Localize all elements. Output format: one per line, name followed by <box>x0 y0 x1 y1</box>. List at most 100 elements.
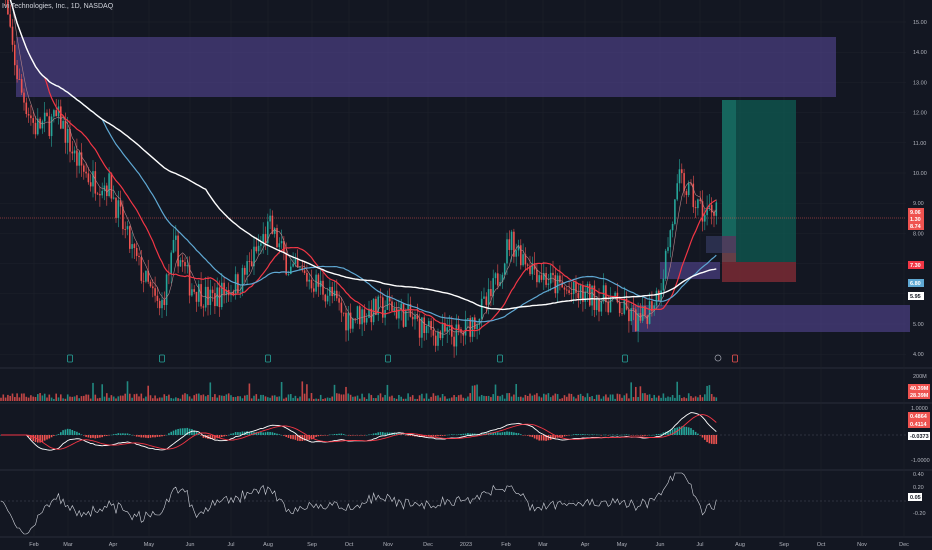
volume-bar <box>377 395 379 401</box>
macd-histogram-bar <box>117 433 120 435</box>
moving-averages[interactable] <box>1 0 717 335</box>
candle-body <box>313 288 315 292</box>
volume-bar <box>108 397 110 401</box>
time-axis[interactable]: Feb Mar Apr May Jun Jul Aug Sep Oct Nov Dec 2023 Feb… <box>29 542 909 548</box>
volume-bar <box>278 396 281 401</box>
ma-fast-line <box>9 0 717 333</box>
volume-bar <box>538 396 540 401</box>
macd-histogram-bar <box>32 435 34 441</box>
candle-body <box>234 274 237 295</box>
candle-body <box>352 318 354 329</box>
position-target-progress[interactable] <box>722 100 736 236</box>
support-zone-lower[interactable] <box>632 305 910 332</box>
macd-histogram-bar <box>409 435 412 436</box>
event-icon <box>497 354 503 363</box>
candle-body <box>361 309 363 325</box>
event-markers[interactable] <box>67 354 738 363</box>
candle-body <box>522 254 524 266</box>
macd-histogram-bar <box>0 435 2 436</box>
macd-histogram-bar <box>306 435 308 441</box>
volume-bar <box>211 397 214 401</box>
oscillator-line[interactable] <box>0 472 906 535</box>
oscillator-axis[interactable]: 0.40 0.20 -0.20 0.05 <box>908 472 926 517</box>
candle-body <box>402 303 405 327</box>
macd-histogram-bar <box>308 435 310 440</box>
macd-histogram-bar <box>313 435 315 439</box>
candle-body <box>253 246 255 267</box>
volume-bar <box>639 386 642 401</box>
volume-bar <box>181 394 184 401</box>
volume-bar <box>453 395 455 401</box>
macd-histogram-bar <box>193 430 195 435</box>
macd-histogram-bar <box>76 431 78 435</box>
macd-histogram-bar <box>602 434 605 436</box>
candle-body <box>48 116 51 137</box>
candle-body <box>706 207 708 216</box>
price-tag: 8.74 <box>908 222 924 230</box>
volume-bar <box>554 393 557 401</box>
candle-body <box>126 226 129 230</box>
volume-bar <box>87 394 90 401</box>
volume-bar <box>186 394 189 401</box>
price-axis[interactable]: 17.0016.0015.0014.0013.0012.0011.0010.00… <box>908 0 927 358</box>
volume-bar <box>536 393 538 401</box>
macd-axis[interactable]: 1.0000 -1.0000 0.4864 0.4114 -0.0373 <box>908 406 930 464</box>
candle-body <box>96 193 99 195</box>
candle-body <box>623 298 626 314</box>
macd-tag-label: -0.0373 <box>910 434 929 440</box>
volume-bar <box>306 384 308 401</box>
time-axis-label: Feb <box>29 542 38 548</box>
volume-bar <box>317 398 320 401</box>
candle-body <box>310 279 313 289</box>
volume-bar <box>280 382 283 401</box>
volume-bar <box>434 395 437 401</box>
macd-histogram-bar <box>326 435 329 436</box>
candle-body <box>11 26 14 45</box>
volume-bar <box>101 384 103 401</box>
position-entry-marker[interactable] <box>706 236 736 253</box>
candle-body <box>322 280 324 295</box>
candle-body <box>556 275 559 294</box>
resistance-zone-upper[interactable] <box>16 37 836 97</box>
candle-body <box>405 310 407 327</box>
candle-body <box>664 250 667 279</box>
macd-histogram-bar <box>145 435 147 438</box>
price-tick-label: 10.00 <box>913 171 927 177</box>
macd-histogram-bar <box>262 432 264 435</box>
time-axis-label: Oct <box>345 542 354 548</box>
volume-bar <box>135 393 138 401</box>
volume-bar <box>678 394 681 401</box>
volume-bar <box>400 396 402 401</box>
candle-body <box>487 289 490 305</box>
candle-body <box>108 173 110 197</box>
candle-body <box>375 298 377 315</box>
position-target-area[interactable] <box>722 100 796 262</box>
volume-bar <box>27 397 30 401</box>
candle-body <box>497 273 499 286</box>
candle-body <box>356 306 359 319</box>
support-zone-middle[interactable] <box>660 262 720 279</box>
macd-histogram-bar <box>641 435 644 436</box>
macd-histogram-bar <box>101 435 103 438</box>
price-tag-box <box>908 215 924 223</box>
price-tag: 1.30 <box>908 215 924 223</box>
macd-histogram-bar <box>552 435 554 439</box>
macd-histogram-bar <box>110 434 113 436</box>
volume-bars[interactable] <box>0 381 718 401</box>
candle-body <box>53 110 55 117</box>
volume-bar <box>460 394 462 401</box>
volume-bar <box>294 395 297 401</box>
candle-body <box>16 65 18 80</box>
macd-indicator[interactable] <box>0 412 906 451</box>
candle-body <box>290 266 292 275</box>
volume-bar <box>234 396 237 401</box>
candle-body <box>246 261 248 275</box>
volume-bar <box>287 394 290 401</box>
position-stop-area[interactable] <box>722 262 796 282</box>
macd-histogram-bar <box>60 432 62 435</box>
volume-bar <box>570 393 573 401</box>
candle-body <box>296 258 299 268</box>
volume-bar <box>382 397 384 401</box>
